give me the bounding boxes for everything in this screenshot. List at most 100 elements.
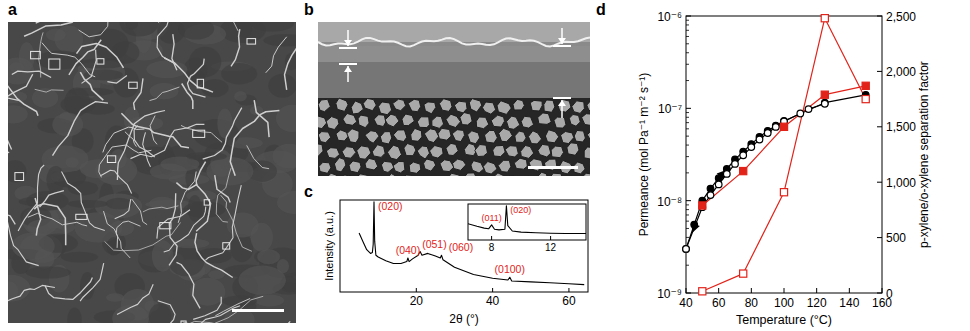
- grain: [530, 100, 542, 111]
- wrinkle: [45, 278, 92, 300]
- x-axis-title: 2θ (°): [449, 312, 478, 326]
- flake: [181, 321, 186, 323]
- grain: [464, 173, 478, 176]
- y2-tick: [877, 126, 882, 127]
- grain: [334, 158, 346, 172]
- minor-tick: [686, 237, 689, 238]
- grain: [589, 161, 590, 173]
- y-axis-title: Permeance (mol Pa⁻¹ m⁻² s⁻¹): [637, 73, 651, 237]
- grain: [424, 102, 436, 114]
- surface-line: [318, 38, 590, 47]
- y2-tick-label: 1,500: [886, 120, 916, 134]
- x-tick: [416, 288, 417, 292]
- wrinkle: [220, 22, 239, 31]
- sem-texture: [268, 74, 296, 98]
- plot-frame: [340, 200, 588, 292]
- arrow-head: [558, 38, 566, 44]
- grain: [483, 162, 497, 175]
- wrinkle: [134, 78, 143, 110]
- data-marker: [780, 189, 787, 196]
- grain: [538, 113, 552, 125]
- wrinkle: [193, 297, 221, 320]
- wrinkle: [8, 64, 38, 116]
- grain: [493, 145, 506, 156]
- wrinkle: [157, 210, 190, 239]
- grain: [336, 130, 349, 141]
- sem-texture: [68, 200, 108, 208]
- grain: [351, 101, 363, 114]
- minor-tick: [686, 221, 689, 222]
- wrinkle: [40, 191, 64, 208]
- grain: [567, 143, 579, 156]
- arrow-head: [558, 100, 566, 106]
- grain: [357, 146, 371, 159]
- grain: [521, 146, 534, 159]
- data-marker: [764, 130, 771, 137]
- grain: [417, 146, 429, 159]
- data-marker: [740, 270, 747, 277]
- plot-lines: [686, 18, 866, 291]
- grain: [529, 159, 543, 171]
- flake: [129, 82, 138, 88]
- x-axis-title: Temperature (°C): [736, 313, 832, 327]
- grain: [393, 130, 407, 142]
- grain: [446, 143, 458, 155]
- x-tick: [784, 288, 785, 293]
- grain: [387, 174, 399, 176]
- x-tick-label: 140: [839, 296, 859, 310]
- sem-texture: [125, 22, 138, 30]
- wrinkle: [79, 22, 108, 37]
- y-tick: [686, 108, 691, 109]
- series-line: [702, 18, 865, 291]
- wrinkle: [157, 22, 181, 64]
- peak-label: (020): [510, 205, 531, 215]
- sem-texture: [12, 233, 55, 260]
- x-tick-label: 100: [774, 296, 794, 310]
- sem-texture: [208, 270, 225, 279]
- data-marker: [773, 124, 780, 131]
- grain: [387, 145, 401, 159]
- y2-tick-label: 0: [886, 287, 893, 301]
- grain: [318, 132, 331, 143]
- panel-letter: c: [304, 183, 313, 200]
- grain: [505, 146, 518, 157]
- y2-tick: [877, 182, 882, 183]
- wrinkle: [247, 145, 269, 168]
- wrinkle: [203, 108, 242, 160]
- sem-image-a: [8, 22, 296, 323]
- flake: [193, 130, 205, 137]
- grain: [432, 116, 444, 128]
- grain: [381, 161, 394, 172]
- grain: [574, 130, 585, 142]
- y2-tick: [877, 293, 882, 294]
- x-tick-label: 60: [712, 296, 726, 310]
- sem-texture: [221, 63, 257, 84]
- x-tick: [751, 288, 752, 293]
- grain: [507, 116, 520, 129]
- wrinkle: [8, 213, 15, 225]
- data-marker: [822, 101, 829, 108]
- wrinkle: [285, 25, 297, 90]
- minor-tick: [686, 145, 689, 146]
- grain: [538, 144, 551, 157]
- grain: [409, 162, 421, 173]
- wrinkle: [206, 185, 242, 260]
- wrinkle: [117, 284, 153, 314]
- sem-texture: [26, 266, 71, 278]
- grain: [393, 99, 406, 111]
- minor-tick: [686, 136, 689, 137]
- grain: [453, 159, 466, 170]
- wrinkle: [28, 213, 87, 226]
- minor-tick: [686, 43, 689, 44]
- marker-bar: [339, 47, 357, 49]
- grain: [580, 173, 590, 176]
- minor-tick: [686, 122, 689, 123]
- y-tick-label: 10⁻⁹: [657, 287, 682, 301]
- grain: [554, 117, 566, 128]
- flake: [247, 39, 256, 45]
- y-tick-label: 10⁻⁸: [657, 195, 682, 209]
- wrinkle: [80, 263, 104, 301]
- grain: [404, 144, 416, 156]
- y2-tick-label: 500: [886, 231, 906, 245]
- sem-texture: [46, 29, 66, 41]
